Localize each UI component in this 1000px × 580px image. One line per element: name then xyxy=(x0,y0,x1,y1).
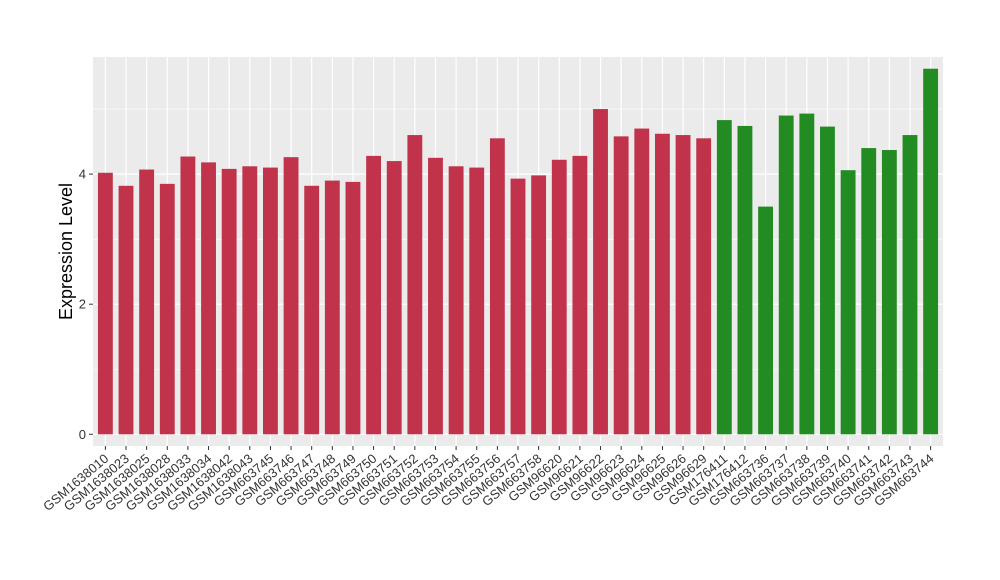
bar-GSM1638025 xyxy=(139,169,155,435)
y-tick-label: 0 xyxy=(79,427,86,442)
bar-GSM1638033 xyxy=(180,156,196,435)
bar-GSM663736 xyxy=(758,206,773,435)
bar-GSM663746 xyxy=(283,157,299,435)
bars xyxy=(97,68,939,435)
y-tick-label: 4 xyxy=(79,167,86,182)
bar-GSM663741 xyxy=(861,148,877,435)
bar-GSM663755 xyxy=(469,167,485,435)
bar-GSM1638028 xyxy=(159,183,175,435)
bar-GSM96624 xyxy=(634,128,650,435)
bar-GSM663753 xyxy=(428,157,443,435)
bar-GSM96621 xyxy=(572,155,588,435)
bar-GSM176412 xyxy=(737,125,753,435)
bar-GSM663742 xyxy=(881,150,897,435)
bar-GSM96620 xyxy=(551,159,567,435)
bar-GSM1638023 xyxy=(118,185,134,435)
bar-GSM663748 xyxy=(324,180,340,435)
y-axis-title: Expression Level xyxy=(56,183,76,320)
bar-GSM96623 xyxy=(613,136,629,435)
bar-GSM663754 xyxy=(448,166,464,435)
bar-GSM663751 xyxy=(386,161,402,435)
bar-GSM663750 xyxy=(366,155,382,435)
bar-GSM663752 xyxy=(407,135,423,435)
y-axis: 0 2 4 xyxy=(79,167,93,442)
bar-GSM663756 xyxy=(489,138,505,435)
bar-GSM663757 xyxy=(510,178,526,435)
bar-GSM663740 xyxy=(840,170,856,435)
bar-GSM1638034 xyxy=(201,162,216,435)
bar-GSM96626 xyxy=(675,135,691,435)
bar-GSM663744 xyxy=(923,68,939,435)
y-tick-label: 2 xyxy=(79,297,86,312)
bar-GSM663739 xyxy=(820,126,835,435)
x-axis: GSM1638010GSM1638023GSM1638025GSM1638028… xyxy=(40,446,937,514)
bar-GSM663747 xyxy=(304,185,320,435)
bar-GSM96629 xyxy=(696,138,712,435)
bar-GSM1638043 xyxy=(242,166,258,435)
bar-GSM96622 xyxy=(593,109,608,435)
bar-GSM663737 xyxy=(778,115,794,435)
bar-GSM663749 xyxy=(345,181,361,435)
bar-GSM663738 xyxy=(799,113,815,435)
bar-GSM96625 xyxy=(654,133,670,435)
bar-GSM1638010 xyxy=(97,172,113,435)
bar-GSM663743 xyxy=(902,135,918,435)
bar-GSM663745 xyxy=(263,167,278,435)
bar-GSM1638042 xyxy=(221,168,237,435)
bar-GSM176411 xyxy=(716,120,732,435)
bar-GSM663758 xyxy=(531,175,547,435)
